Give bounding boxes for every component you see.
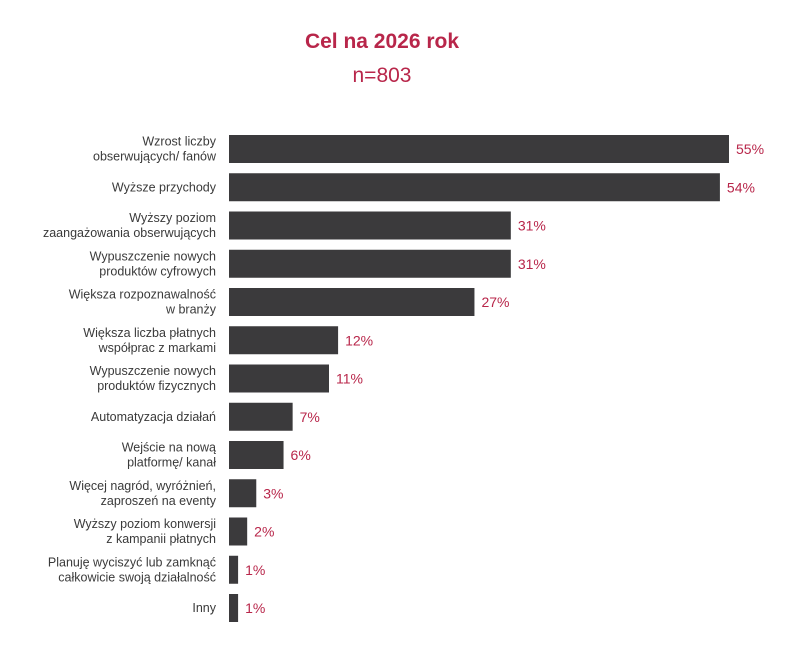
category-label-6: Wypuszczenie nowych produktów fizycznych [90, 364, 216, 393]
category-label-line: Wypuszczenie nowych [90, 249, 216, 263]
category-label-line: Większa rozpoznawalność [69, 288, 216, 302]
value-label-5: 12% [345, 332, 373, 348]
category-label-8: Wejście na nową platformę/ kanał [122, 441, 216, 470]
value-label-0: 55% [736, 141, 764, 157]
bar-11 [229, 555, 239, 584]
category-label-0: Wzrost liczby obserwujących/ fanów [93, 135, 217, 164]
category-label-line: Automatyzacja działań [91, 410, 216, 424]
category-label-line: Wejście na nową [122, 441, 216, 455]
category-label-line: Więcej nagród, wyróżnień, [69, 479, 216, 493]
category-labels-group: Wzrost liczby obserwujących/ fanów Wyższe … [43, 135, 217, 616]
category-label-line: Wyższe przychody [112, 180, 217, 194]
value-labels-group: 55% 54% 31% 31% 27% 12% 11% 7% 6% 3% 2% 1% 1% [245, 141, 764, 616]
bar-12 [229, 594, 239, 622]
value-label-3: 31% [518, 256, 546, 272]
bars-group [229, 135, 729, 622]
chart-title: Cel na 2026 rok [304, 30, 460, 53]
category-label-line: Wyższy poziom [129, 211, 216, 225]
category-label-line: zaproszeń na eventy [101, 494, 217, 508]
bar-7 [229, 402, 293, 431]
category-label-5: Większa liczba płatnych współprac z marka… [83, 326, 216, 355]
category-label-3: Wypuszczenie nowych produktów cyfrowych [90, 249, 216, 278]
category-label-line: Planuję wyciszyć lub zamknąć [48, 555, 216, 569]
value-label-1: 54% [727, 179, 755, 195]
category-label-line: współprac z markami [98, 341, 216, 355]
value-label-10: 2% [254, 524, 274, 540]
bar-3 [229, 249, 511, 278]
chart-subtitle: n=803 [352, 64, 412, 87]
category-label-line: platformę/ kanał [127, 456, 216, 470]
category-label-line: Inny [192, 601, 216, 615]
category-label-line: całkowicie swoją działalność [58, 570, 216, 584]
value-label-12: 1% [245, 600, 265, 616]
bar-10 [229, 517, 248, 546]
value-label-4: 27% [481, 294, 509, 310]
value-label-2: 31% [518, 218, 546, 234]
category-label-10: Wyższy poziom konwersji z kampanii płatny… [74, 517, 216, 546]
category-label-7: Automatyzacja działań [91, 410, 216, 424]
category-label-12: Inny [192, 601, 216, 615]
bar-9 [229, 479, 257, 508]
value-label-11: 1% [245, 562, 265, 578]
category-label-9: Więcej nagród, wyróżnień, zaproszeń na ev… [69, 479, 216, 508]
category-label-line: Wyższy poziom konwersji [74, 517, 216, 531]
bar-5 [229, 326, 339, 355]
category-label-line: Wzrost liczby [142, 135, 216, 149]
category-label-line: zaangażowania obserwujących [43, 226, 216, 240]
category-label-line: Większa liczba płatnych [83, 326, 216, 340]
bar-0 [229, 135, 729, 163]
category-label-line: produktów fizycznych [97, 379, 216, 393]
category-label-2: Wyższy poziom zaangażowania obserwujących [43, 211, 216, 240]
bar-1 [229, 173, 720, 202]
category-label-1: Wyższe przychody [112, 180, 217, 194]
category-label-line: obserwujących/ fanów [93, 150, 217, 164]
bar-6 [229, 364, 329, 393]
category-label-line: z kampanii płatnych [106, 532, 216, 546]
value-label-7: 7% [300, 409, 320, 425]
value-label-6: 11% [336, 371, 363, 387]
bar-8 [229, 441, 284, 469]
category-label-4: Większa rozpoznawalność w branży [69, 288, 217, 317]
value-label-9: 3% [263, 485, 283, 501]
value-label-8: 6% [291, 447, 311, 463]
category-label-line: Wypuszczenie nowych [90, 364, 216, 378]
bar-4 [229, 288, 475, 316]
bar-2 [229, 211, 511, 240]
category-label-line: w branży [165, 303, 217, 317]
category-label-line: produktów cyfrowych [99, 264, 216, 278]
category-label-11: Planuję wyciszyć lub zamknąć całkowicie s… [48, 555, 216, 584]
